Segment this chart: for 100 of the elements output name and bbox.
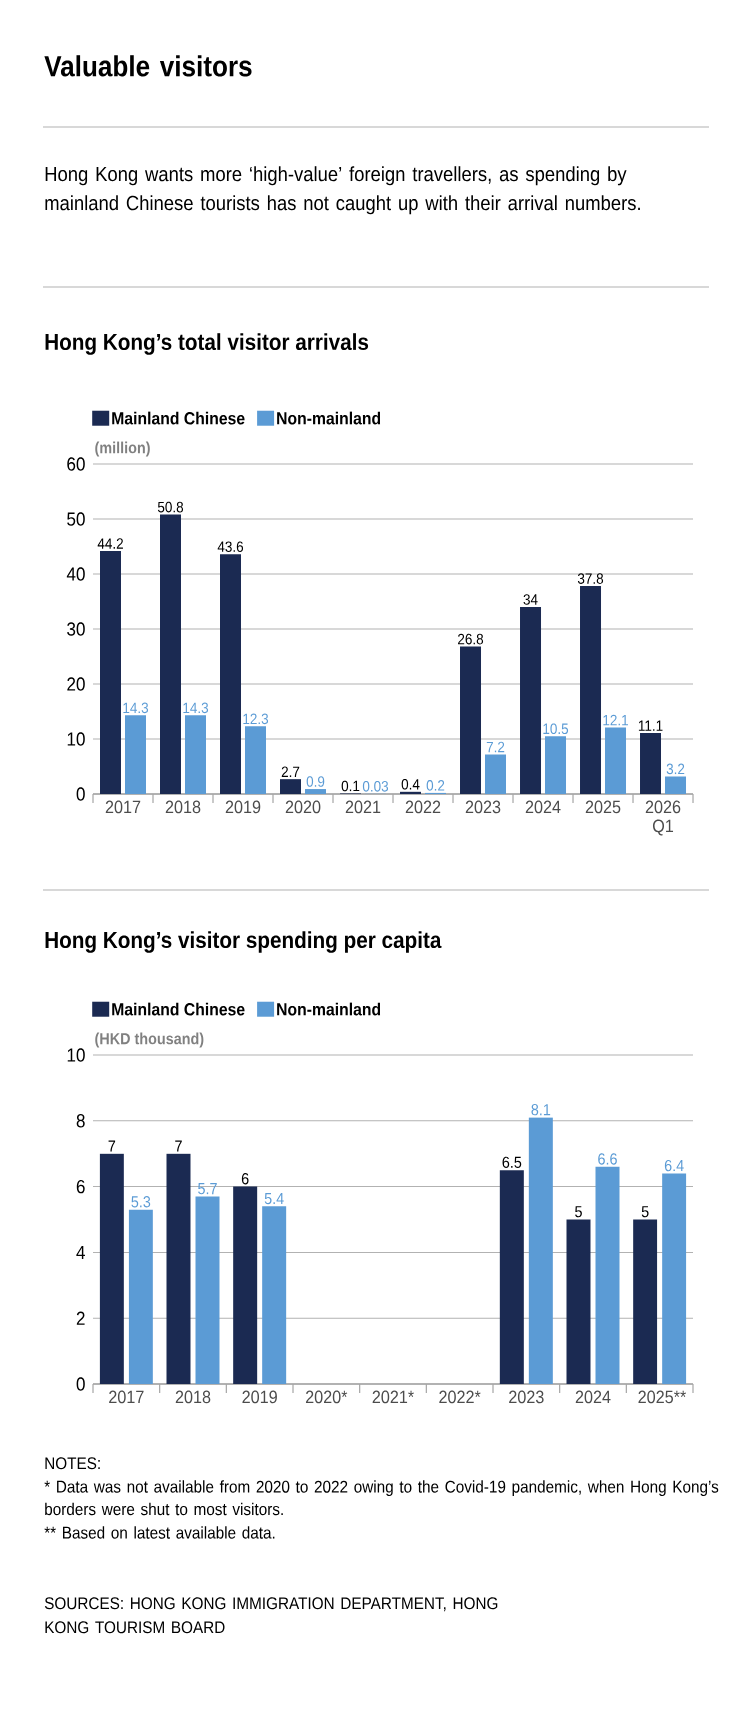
- bar: [185, 715, 206, 795]
- y-tick-label: 30: [67, 622, 85, 636]
- x-tick-label: 2018: [165, 800, 201, 814]
- data-label: 6.6: [598, 1153, 617, 1165]
- y-tick-label: 6: [76, 1179, 85, 1194]
- x-tick-label: 2026 Q1: [645, 800, 681, 836]
- data-label: 6.4: [664, 1159, 684, 1172]
- legend-label: Non-mainland: [277, 1002, 381, 1016]
- data-label: 0.2: [426, 780, 445, 791]
- bar: [528, 1117, 553, 1385]
- data-label: 6.5: [502, 1156, 522, 1168]
- x-tick-label: 2023: [509, 1390, 544, 1404]
- bar: [128, 1209, 153, 1385]
- x-tick-label: 2023: [465, 800, 501, 814]
- bar: [545, 736, 567, 795]
- y-tick-label: 40: [66, 567, 85, 581]
- y-tick-label: 2: [76, 1311, 85, 1325]
- y-tick-label: 10: [67, 732, 85, 746]
- bar: [595, 1166, 620, 1385]
- x-tick-label: 2024: [575, 1390, 611, 1404]
- data-label: 11.1: [638, 720, 663, 731]
- data-label: 3.2: [666, 763, 685, 775]
- data-label: 2.7: [281, 766, 300, 777]
- legend-label: Mainland Chinese: [112, 1002, 245, 1016]
- bar: [245, 726, 266, 795]
- bar: [520, 607, 542, 795]
- bar: [605, 727, 627, 795]
- data-label: 26.8: [458, 633, 484, 645]
- y-tick-label: 8: [76, 1114, 85, 1128]
- x-tick-label: 2025**: [638, 1390, 687, 1404]
- bar: [580, 586, 602, 795]
- bar: [633, 1219, 658, 1385]
- bar: [280, 779, 302, 795]
- data-label: 34: [523, 594, 538, 605]
- data-label: 0.9: [306, 776, 325, 787]
- data-label: 0.4: [401, 778, 420, 790]
- y-tick-label: 0: [76, 1377, 85, 1391]
- bar: [262, 1206, 287, 1385]
- bar: [485, 754, 507, 795]
- y-axis-title: (HKD thousand): [95, 1032, 204, 1048]
- data-label: 12.3: [243, 713, 269, 725]
- x-tick-label: 2021: [345, 800, 381, 814]
- x-tick-label: 2019: [225, 800, 261, 814]
- data-label: 37.8: [577, 573, 604, 584]
- text: Hong Kong wants more ‘high-value’ foreign travellers, as spending by mainland Chinese tourists has not caught up with their arrival numbers.: [45, 166, 640, 215]
- y-tick-label: 10: [67, 1048, 85, 1062]
- bar: [100, 550, 121, 795]
- x-tick-label: 2020: [285, 800, 321, 814]
- text: Valuable visitors: [44, 55, 252, 77]
- x-tick-label: 2019: [242, 1390, 277, 1404]
- data-label: 5.3: [131, 1196, 151, 1208]
- x-tick-label: 2025: [585, 800, 621, 814]
- y-axis-title: (million): [95, 441, 150, 457]
- bar: [160, 514, 181, 795]
- bar: [400, 791, 422, 795]
- data-label: 6: [241, 1173, 249, 1185]
- bar: [195, 1196, 220, 1385]
- bar: [460, 646, 482, 795]
- y-tick-label: 20: [67, 677, 85, 691]
- text: NOTES:: [45, 1457, 100, 1470]
- data-label: 0.03: [362, 781, 389, 792]
- data-label: 5: [641, 1206, 649, 1218]
- y-tick-label: 60: [67, 457, 85, 471]
- bar: [665, 776, 687, 795]
- text: ** Based on latest available data.: [44, 1526, 275, 1539]
- data-label: 14.3: [183, 702, 209, 714]
- bar: [640, 732, 662, 795]
- data-label: 12.1: [603, 714, 628, 726]
- text: * Data was not available from 2020 to 2022 owing to the Covid-19 pandemic, when Hong Kong’s borders were shut to most visitors.: [44, 1480, 719, 1516]
- x-tick-label: 2020*: [305, 1390, 348, 1404]
- bar: [305, 789, 327, 795]
- bar: [166, 1153, 191, 1385]
- bar: [125, 715, 146, 795]
- data-label: 5.4: [264, 1192, 284, 1205]
- x-tick-label: 2018: [175, 1390, 211, 1404]
- y-tick-label: 50: [67, 512, 85, 526]
- bar: [566, 1219, 591, 1385]
- data-label: 43.6: [217, 541, 244, 553]
- bar: [220, 554, 242, 795]
- data-label: 8.1: [531, 1104, 551, 1116]
- data-label: 7: [175, 1140, 182, 1152]
- legend-label: Mainland Chinese: [112, 411, 245, 425]
- legend-label: Non-mainland: [277, 411, 381, 425]
- x-tick-label: 2022*: [439, 1390, 481, 1404]
- bar: [99, 1153, 124, 1385]
- source-note: SOURCES: HONG KONG IMMIGRATION DEPARTMENT, HONG KONG TOURISM BOARD: [44, 1597, 498, 1634]
- x-tick-label: 2022: [405, 800, 441, 814]
- data-label: 14.3: [123, 702, 149, 714]
- data-label: 7.2: [486, 741, 505, 753]
- data-label: 5: [575, 1206, 582, 1218]
- data-label: 50.8: [157, 501, 184, 513]
- data-label: 0.1: [341, 780, 360, 792]
- data-label: 5.7: [198, 1183, 217, 1195]
- chart-title: Hong Kong’s total visitor arrivals: [45, 333, 369, 355]
- x-tick-label: 2017: [109, 1390, 144, 1404]
- chart-title: Hong Kong’s visitor spending per capita: [45, 931, 442, 953]
- bar: [662, 1173, 687, 1385]
- data-label: 10.5: [543, 723, 569, 735]
- bar: [233, 1186, 258, 1385]
- x-tick-label: 2024: [525, 800, 561, 814]
